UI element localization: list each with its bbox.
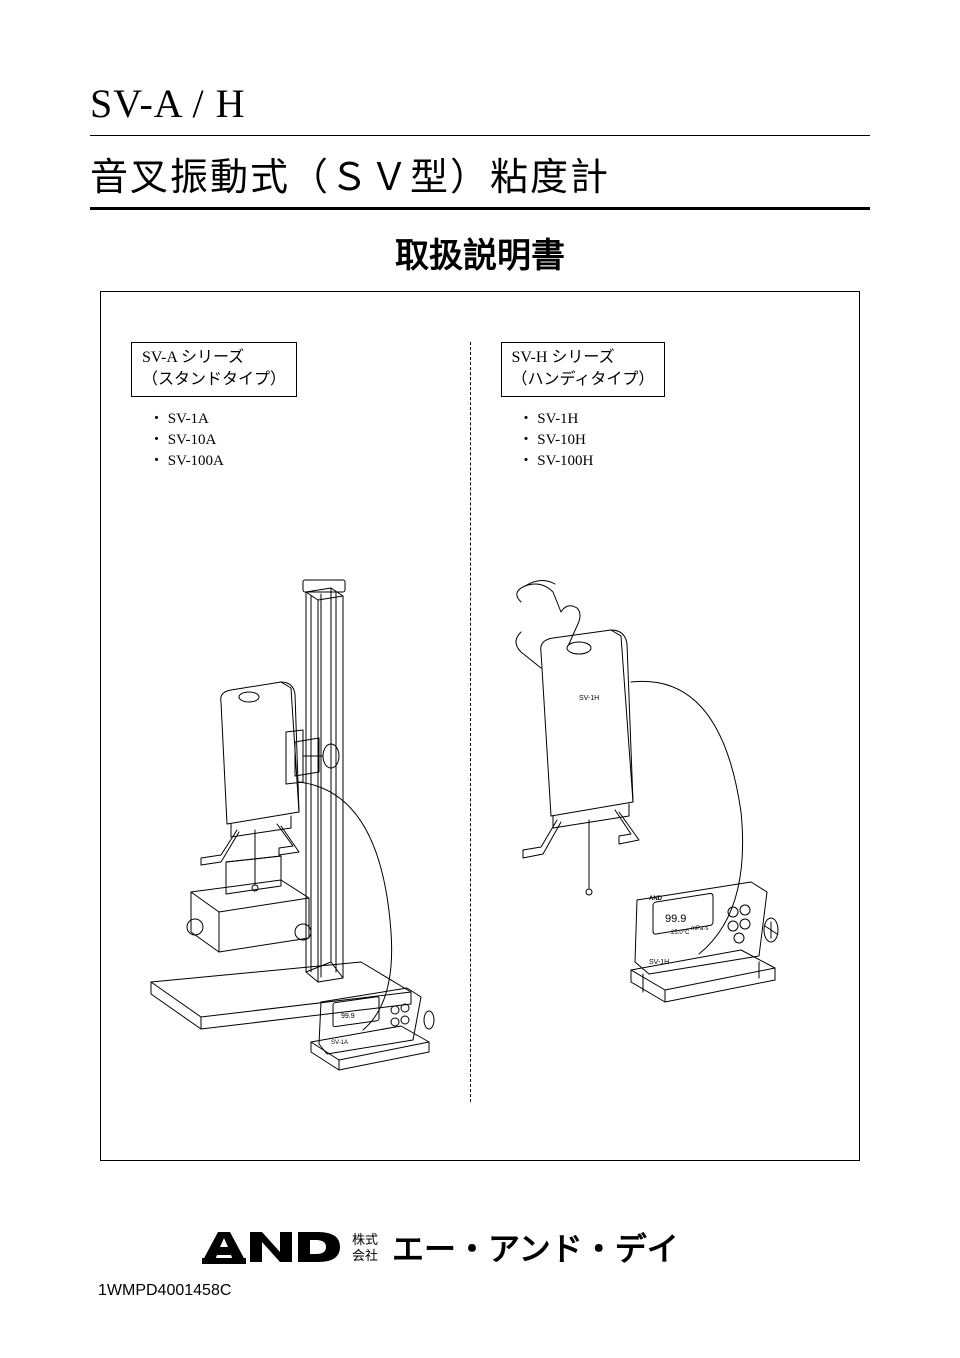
company-kana: エー・アンド・デイ (392, 1231, 679, 1267)
list-item: SV-10A (149, 428, 470, 449)
subtitle: 音叉振動式（ＳＶ型）粘度計 (90, 146, 870, 201)
sv-h-illustration: SV-1H 99.9 (481, 572, 801, 1092)
series-a-title1: SV-A シリーズ (142, 347, 286, 369)
series-h-title1: SV-H シリーズ (512, 347, 655, 369)
svg-text:会社: 会社 (352, 1248, 378, 1263)
document-number: 1WMPD4001458C (98, 1282, 231, 1300)
list-item: SV-100A (149, 449, 470, 470)
list-item: SV-10H (519, 428, 840, 449)
series-box-a: SV-A シリーズ （スタンドタイプ） (131, 342, 297, 397)
svg-text:SV-1H: SV-1H (579, 695, 599, 702)
series-h-title2: （ハンディタイプ） (512, 369, 655, 391)
right-column: SV-H シリーズ （ハンディタイプ） SV-1H SV-10H SV-100H… (471, 342, 840, 1140)
company-logo-row: 株式 会社 エー・アンド・デイ (0, 1228, 960, 1270)
rule-thin (90, 135, 870, 136)
and-logo: 株式 会社 エー・アンド・デイ (200, 1228, 760, 1270)
list-item: SV-1H (519, 407, 840, 428)
model-title: SV-A / H (90, 80, 870, 127)
rule-thick (90, 207, 870, 210)
list-item: SV-1A (149, 407, 470, 428)
svg-text:mPa·s: mPa·s (691, 926, 708, 932)
svg-text:AND: AND (649, 896, 663, 902)
model-list-h: SV-1H SV-10H SV-100H (501, 407, 840, 470)
list-item: SV-100H (519, 449, 840, 470)
svg-text:99.9: 99.9 (341, 1013, 355, 1020)
left-column: SV-A シリーズ （スタンドタイプ） SV-1A SV-10A SV-100A (121, 342, 470, 1140)
svg-text:SV-1A: SV-1A (331, 1040, 348, 1046)
svg-text:25.0°C: 25.0°C (671, 930, 690, 936)
svg-text:株式: 株式 (352, 1232, 378, 1247)
figure-box: SV-A シリーズ （スタンドタイプ） SV-1A SV-10A SV-100A (100, 291, 860, 1161)
manual-label: 取扱説明書 (90, 228, 870, 277)
model-list-a: SV-1A SV-10A SV-100A (131, 407, 470, 470)
series-box-h: SV-H シリーズ （ハンディタイプ） (501, 342, 666, 397)
series-a-title2: （スタンドタイプ） (142, 369, 286, 391)
sv-a-illustration: SV-1A 99.9 (131, 532, 461, 1092)
svg-text:SV-1H: SV-1H (649, 959, 669, 966)
svg-text:99.9: 99.9 (665, 913, 686, 925)
